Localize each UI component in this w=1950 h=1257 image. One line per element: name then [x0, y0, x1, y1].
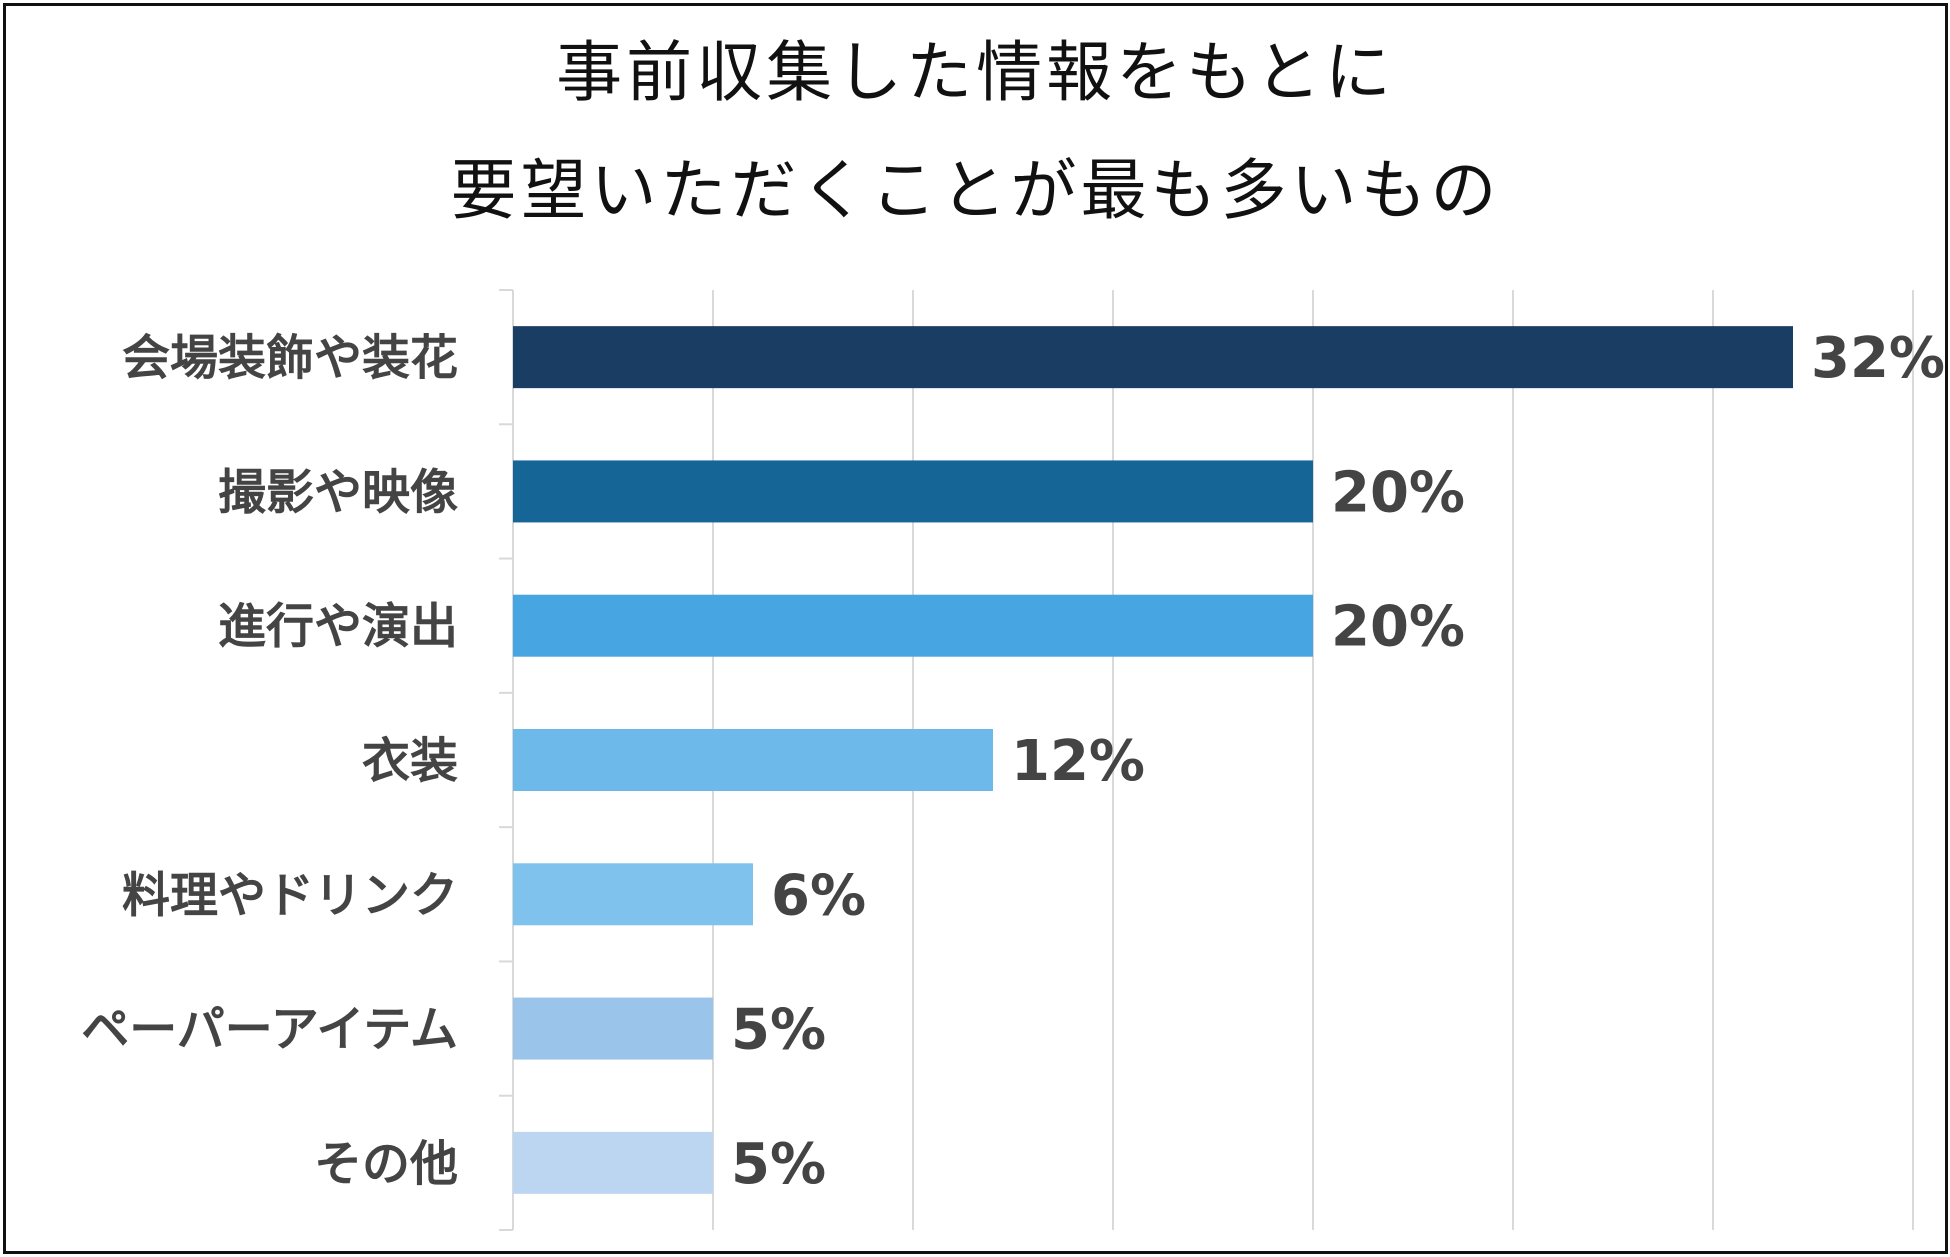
- value-label-5: 5%: [731, 998, 826, 1063]
- chart-frame: 事前収集した情報をもとに 要望いただくことが最も多いもの: [3, 3, 1948, 1254]
- category-label-2: 進行や演出: [218, 599, 458, 655]
- bar-3: [513, 729, 993, 791]
- value-label-6: 5%: [731, 1132, 826, 1197]
- bar-4: [513, 863, 753, 926]
- category-label-4: 料理やドリンク: [122, 867, 458, 923]
- category-label-6: その他: [314, 1136, 458, 1192]
- bar-5: [513, 997, 713, 1060]
- value-label-3: 12%: [1011, 729, 1145, 794]
- bar-1: [513, 460, 1313, 523]
- value-label-0: 32%: [1811, 326, 1945, 391]
- chart-title-line-2: 要望いただくことが最も多いもの: [450, 152, 1501, 229]
- bar-0: [513, 326, 1793, 389]
- category-label-5: ペーパーアイテム: [81, 1002, 458, 1058]
- value-label-2: 20%: [1331, 595, 1465, 660]
- chart-title-line-1: 事前収集した情報をもとに: [556, 34, 1395, 111]
- category-label-1: 撮影や映像: [218, 464, 458, 520]
- category-label-3: 衣装: [362, 733, 458, 789]
- bar-6: [513, 1131, 713, 1194]
- value-label-1: 20%: [1331, 460, 1465, 525]
- category-label-0: 会場装飾や装花: [122, 330, 458, 386]
- value-label-4: 6%: [771, 863, 866, 928]
- bar-2: [513, 594, 1313, 657]
